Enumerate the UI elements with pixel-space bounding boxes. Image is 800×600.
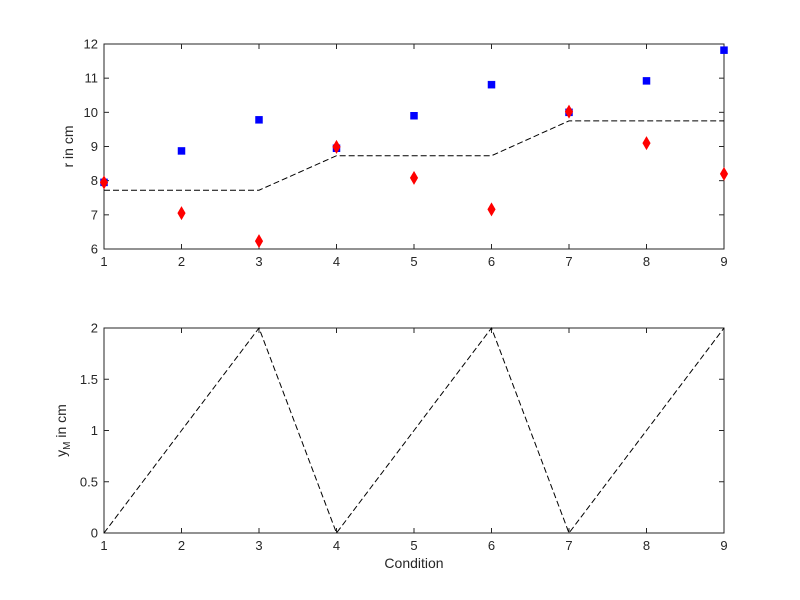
plot1-red-diamond-point (99, 175, 109, 190)
plot1-red-diamond-point (332, 139, 341, 154)
plot1-ytick-label: 7 (91, 207, 98, 222)
plot1-xtick-label: 2 (178, 254, 185, 269)
plot1-ytick-label: 12 (84, 37, 98, 52)
plot2-xtick-label: 6 (488, 538, 495, 553)
plot2-ytick-label: 1.5 (80, 372, 98, 387)
plot2-xtick-label: 4 (333, 538, 340, 553)
plot2-group: 1 2 3 4 5 6 7 8 9 0 0.5 1 1.5 2 yM in cm Condition (53, 321, 728, 572)
plot1-ytick-label: 11 (85, 71, 99, 86)
plot1-blue-square-point (642, 77, 651, 85)
plot1-xtick-label: 9 (720, 254, 727, 269)
plot1-series-2-dashed-line (104, 120, 724, 191)
plot1-blue-square-point (177, 147, 186, 155)
plot2-xtick-label: 1 (100, 538, 107, 553)
plot1-ytick-label: 6 (91, 242, 98, 257)
plot1-xtick-label: 7 (565, 254, 572, 269)
plot1-red-diamond-point (642, 136, 651, 151)
plot1-ytick-label: 9 (91, 139, 98, 154)
plot2-ytick-label: 2 (91, 321, 98, 336)
plot1-red-diamond-point (564, 104, 574, 119)
plot1-red-diamond-point (719, 166, 729, 181)
plot1-blue-square-point (487, 80, 496, 89)
plot1-blue-square-point (410, 112, 418, 120)
plot2-ytick-label: 1 (91, 423, 98, 438)
plot1-xtick-label: 5 (410, 254, 417, 269)
plot1-xtick-label: 1 (100, 254, 107, 269)
plot1-ylabel: r in cm (60, 126, 76, 168)
plot1-red-diamond-point (177, 206, 186, 221)
plot1-red-diamond-point (254, 234, 264, 249)
plot1-red-diamond-point (409, 170, 419, 185)
plot1-xtick-label: 3 (255, 254, 262, 269)
plot1-xtick-label: 8 (643, 254, 650, 269)
plot2-series-0-dashed-line (103, 326, 725, 535)
plot1-xtick-label: 4 (333, 254, 340, 269)
plot2-xtick-label: 7 (565, 538, 572, 553)
plot2-xtick-label: 2 (178, 538, 185, 553)
plot2-xtick-label: 8 (643, 538, 650, 553)
plot1-ytick-label: 8 (91, 173, 98, 188)
plot2-xtick-label: 5 (410, 538, 417, 553)
plot1-ytick-label: 10 (84, 105, 98, 120)
plot2-ytick-label: 0.5 (80, 474, 98, 489)
plot2-xtick-label: 3 (255, 538, 262, 553)
plot2-ylabel: yM in cm (53, 404, 73, 457)
plot2-xlabel: Condition (384, 555, 443, 571)
plot1-blue-square-point (255, 116, 263, 124)
plot1-red-diamond-point (487, 202, 496, 217)
plot2-ytick-label: 0 (91, 526, 98, 541)
plot1-axes-box (103, 43, 725, 250)
plot1-blue-square-point (720, 46, 728, 54)
plot1-xtick-label: 6 (488, 254, 495, 269)
plot2-xtick-label: 9 (720, 538, 727, 553)
